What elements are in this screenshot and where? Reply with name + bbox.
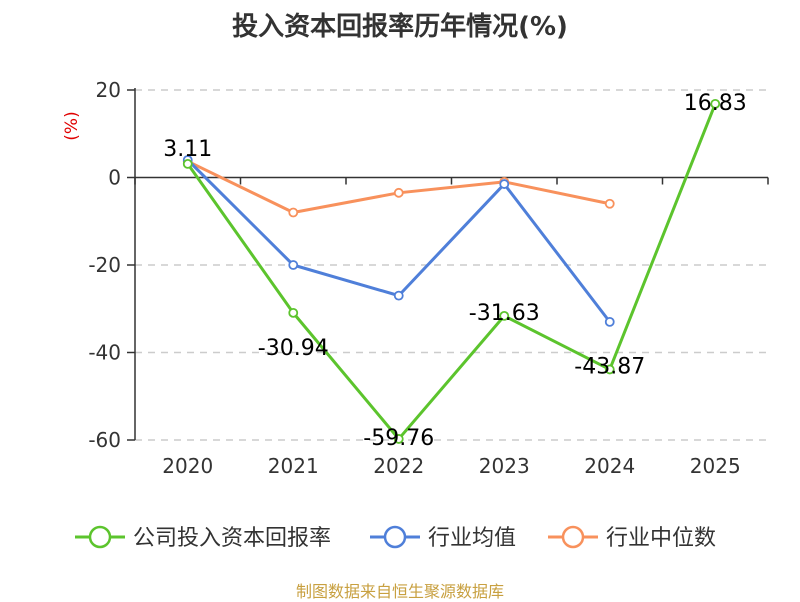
data-point[interactable] [182, 158, 193, 169]
x-tick-label: 2022 [373, 454, 424, 478]
data-point[interactable] [604, 316, 615, 327]
data-point[interactable] [393, 187, 404, 198]
y-tick-label: -60 [88, 428, 121, 452]
data-label: 16.83 [684, 91, 747, 116]
series-layer [182, 98, 721, 444]
data-point[interactable] [499, 179, 510, 189]
data-label: -31.63 [469, 301, 540, 326]
x-tick-label: 2021 [268, 454, 319, 478]
legend-marker-icon [383, 525, 407, 549]
legend-marker-icon [561, 525, 585, 549]
x-tick-label: 2023 [479, 454, 530, 478]
data-label: 3.11 [163, 137, 212, 162]
axis-layer: 20 0 -20 -40 -60 2020 2021 2022 2023 2024 2025 (%) [62, 78, 769, 478]
chart-title: 投入资本回报率历年情况(%) [232, 12, 568, 42]
data-point[interactable] [604, 364, 615, 375]
legend-item[interactable]: 行业均值 [370, 525, 516, 551]
data-point[interactable] [288, 307, 299, 318]
series-line [186, 103, 717, 441]
x-tick-label: 2025 [690, 454, 741, 478]
data-point[interactable] [710, 98, 721, 109]
y-axis-label: (%) [62, 111, 82, 140]
y-tick-label: 0 [108, 166, 121, 190]
legend-item[interactable]: 行业中位数 [548, 525, 716, 551]
legend-label: 行业均值 [428, 526, 516, 551]
data-label: -43.87 [574, 354, 645, 379]
legend-marker-icon [88, 525, 112, 549]
y-tick-label: 20 [96, 78, 121, 102]
legend-label: 公司投入资本回报率 [133, 526, 331, 551]
data-label-layer: 3.11 -30.94 -59.76 -31.63 -43.87 16.83 [163, 91, 746, 451]
data-point[interactable] [604, 198, 615, 209]
data-label: -59.76 [363, 426, 434, 451]
data-point[interactable] [393, 434, 404, 444]
data-point[interactable] [288, 207, 299, 218]
source-note: 制图数据来自恒生聚源数据库 [295, 582, 504, 601]
data-point[interactable] [393, 290, 404, 301]
legend-item[interactable]: 公司投入资本回报率 [75, 525, 331, 551]
y-tick-label: -40 [88, 341, 121, 365]
series-line [187, 159, 611, 214]
x-tick-label: 2024 [584, 454, 635, 478]
x-tick-label: 2020 [162, 454, 213, 478]
data-label: -30.94 [258, 336, 329, 361]
grid-layer [135, 89, 768, 441]
legend-label: 行业中位数 [606, 526, 716, 551]
data-point[interactable] [499, 310, 510, 321]
data-point[interactable] [288, 260, 299, 270]
legend[interactable]: 公司投入资本回报率 行业均值 行业中位数 [75, 525, 716, 551]
y-tick-label: -20 [88, 253, 121, 277]
